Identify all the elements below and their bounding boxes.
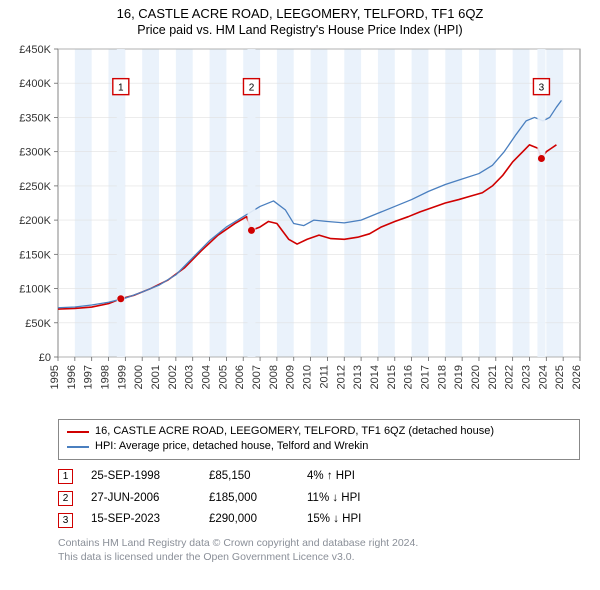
sale-marker: 2 (58, 491, 73, 506)
svg-text:£100K: £100K (19, 284, 51, 296)
svg-text:£300K: £300K (19, 147, 51, 159)
sale-price: £290,000 (209, 509, 289, 531)
svg-text:1996: 1996 (66, 365, 78, 389)
svg-text:2025: 2025 (554, 365, 566, 389)
svg-text:2016: 2016 (403, 365, 415, 389)
svg-text:2017: 2017 (419, 365, 431, 389)
sale-row: 1 25-SEP-1998 £85,150 4% ↑ HPI (58, 466, 580, 488)
svg-text:2012: 2012 (335, 365, 347, 389)
legend-row: 16, CASTLE ACRE ROAD, LEEGOMERY, TELFORD… (67, 424, 571, 439)
svg-text:1: 1 (118, 83, 124, 94)
svg-text:£400K: £400K (19, 78, 51, 90)
title-main: 16, CASTLE ACRE ROAD, LEEGOMERY, TELFORD… (10, 6, 590, 21)
svg-text:2024: 2024 (537, 365, 549, 389)
svg-text:1997: 1997 (83, 365, 95, 389)
sale-date: 25-SEP-1998 (91, 466, 191, 488)
sale-marker: 1 (58, 469, 73, 484)
title-block: 16, CASTLE ACRE ROAD, LEEGOMERY, TELFORD… (10, 6, 590, 37)
svg-text:2009: 2009 (285, 365, 297, 389)
svg-text:1999: 1999 (116, 365, 128, 389)
sale-price: £185,000 (209, 488, 289, 510)
svg-text:2013: 2013 (352, 365, 364, 389)
sale-diff: 11% ↓ HPI (307, 488, 407, 510)
svg-text:2014: 2014 (369, 365, 381, 389)
title-sub: Price paid vs. HM Land Registry's House … (10, 23, 590, 37)
svg-text:2023: 2023 (520, 365, 532, 389)
svg-text:2011: 2011 (318, 365, 330, 389)
sale-date: 15-SEP-2023 (91, 509, 191, 531)
svg-text:£50K: £50K (25, 318, 51, 330)
chart-container: 16, CASTLE ACRE ROAD, LEEGOMERY, TELFORD… (0, 0, 600, 590)
legend-swatch (67, 431, 89, 433)
svg-text:2015: 2015 (386, 365, 398, 389)
sales-table: 1 25-SEP-1998 £85,150 4% ↑ HPI 2 27-JUN-2006 £… (58, 466, 580, 532)
svg-text:2001: 2001 (150, 365, 162, 389)
svg-text:2: 2 (249, 83, 255, 94)
svg-text:2026: 2026 (571, 365, 583, 389)
legend-label: HPI: Average price, detached house, Telf… (95, 439, 368, 454)
sale-date: 27-JUN-2006 (91, 488, 191, 510)
sale-row: 3 15-SEP-2023 £290,000 15% ↓ HPI (58, 509, 580, 531)
sale-diff: 15% ↓ HPI (307, 509, 407, 531)
svg-text:2018: 2018 (436, 365, 448, 389)
svg-text:2021: 2021 (487, 365, 499, 389)
legend-swatch (67, 446, 89, 448)
footer: Contains HM Land Registry data © Crown c… (58, 537, 580, 564)
svg-text:2005: 2005 (217, 365, 229, 389)
svg-text:2007: 2007 (251, 365, 263, 389)
svg-text:2019: 2019 (453, 365, 465, 389)
sale-marker: 3 (58, 513, 73, 528)
sale-price: £85,150 (209, 466, 289, 488)
svg-text:1998: 1998 (100, 365, 112, 389)
svg-text:2002: 2002 (167, 365, 179, 389)
svg-text:2022: 2022 (504, 365, 516, 389)
svg-text:2003: 2003 (184, 365, 196, 389)
svg-text:£450K: £450K (19, 44, 51, 56)
svg-text:£200K: £200K (19, 215, 51, 227)
legend-row: HPI: Average price, detached house, Telf… (67, 439, 571, 454)
footer-line2: This data is licensed under the Open Gov… (58, 551, 580, 565)
footer-line1: Contains HM Land Registry data © Crown c… (58, 537, 580, 551)
svg-text:1995: 1995 (49, 365, 61, 389)
chart-svg: £0 £50K £100K £150K £200K £250K £300K £350K £400… (10, 43, 590, 413)
svg-text:£0: £0 (39, 352, 51, 364)
svg-text:2020: 2020 (470, 365, 482, 389)
svg-text:2000: 2000 (133, 365, 145, 389)
svg-text:2010: 2010 (302, 365, 314, 389)
chart-area: £0 £50K £100K £150K £200K £250K £300K £350K £400… (10, 43, 590, 413)
svg-text:£250K: £250K (19, 181, 51, 193)
svg-text:2006: 2006 (234, 365, 246, 389)
legend-box: 16, CASTLE ACRE ROAD, LEEGOMERY, TELFORD… (58, 419, 580, 460)
svg-text:£350K: £350K (19, 112, 51, 124)
svg-text:2008: 2008 (268, 365, 280, 389)
svg-text:3: 3 (539, 83, 545, 94)
sale-diff: 4% ↑ HPI (307, 466, 407, 488)
legend-label: 16, CASTLE ACRE ROAD, LEEGOMERY, TELFORD… (95, 424, 494, 439)
svg-text:2004: 2004 (201, 365, 213, 389)
sale-row: 2 27-JUN-2006 £185,000 11% ↓ HPI (58, 488, 580, 510)
svg-text:£150K: £150K (19, 249, 51, 261)
